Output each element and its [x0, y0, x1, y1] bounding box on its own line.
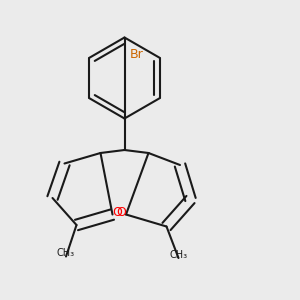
Text: O: O: [112, 206, 122, 220]
Text: Br: Br: [130, 48, 144, 61]
Text: CH₃: CH₃: [169, 250, 188, 260]
Text: O: O: [117, 206, 126, 220]
Text: CH₃: CH₃: [57, 248, 75, 259]
